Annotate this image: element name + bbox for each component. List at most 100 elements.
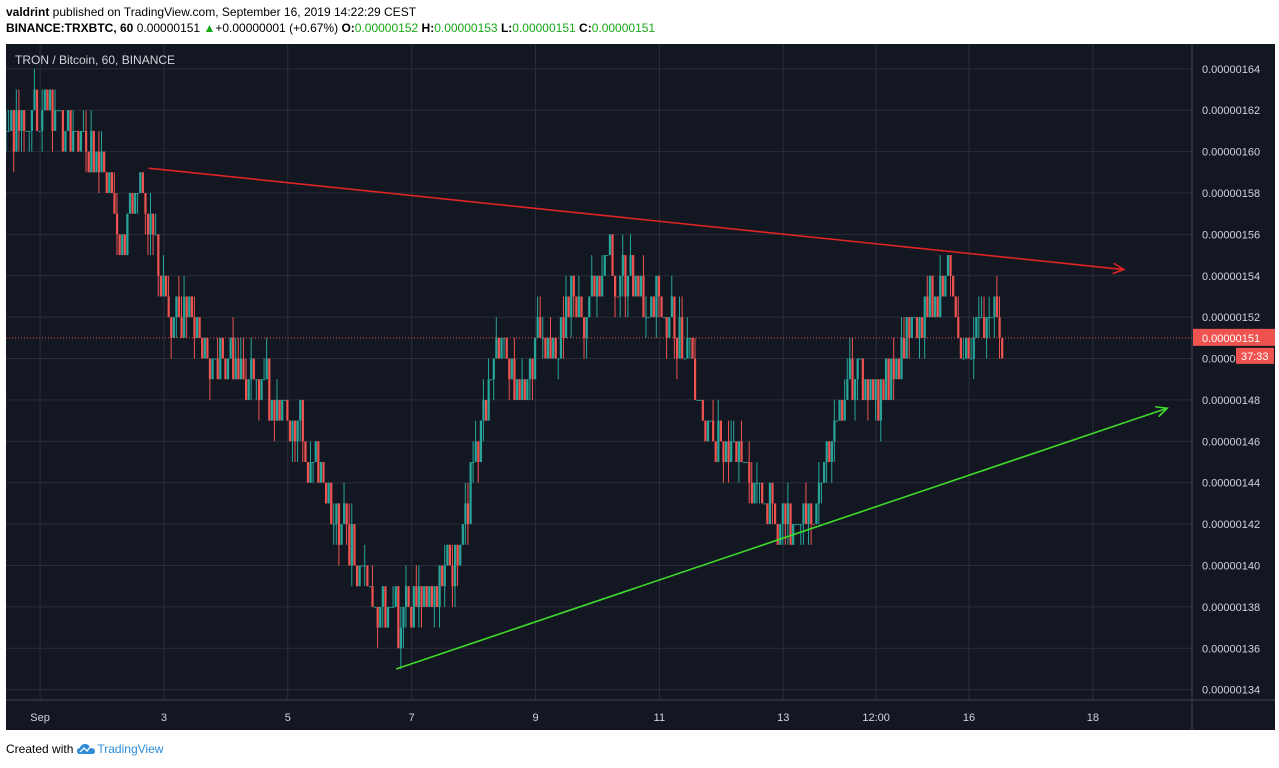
candle-body [30, 110, 34, 131]
candle-body [983, 317, 986, 338]
resistance-arrowhead [1112, 262, 1126, 275]
candle-body [634, 275, 637, 297]
y-tick-label: 0.00000152 [1202, 312, 1260, 324]
candle-body [647, 317, 650, 319]
candle-body [234, 358, 237, 380]
candle-body [761, 482, 764, 504]
candle-body [237, 358, 240, 380]
candle-body [851, 358, 854, 400]
candle-body [619, 275, 622, 297]
candle-body [379, 606, 382, 628]
candle-body [910, 317, 913, 338]
candle-body [193, 317, 196, 338]
candle-body [841, 399, 844, 421]
close-label: C: [579, 21, 592, 35]
candle-body [526, 379, 529, 400]
candle-body [946, 255, 950, 276]
candle-body [265, 358, 268, 380]
candle-body [613, 275, 617, 297]
y-tick-label: 0.00000138 [1202, 602, 1260, 614]
candle-body [887, 358, 890, 400]
candle-body [588, 296, 591, 318]
candle-body [69, 110, 72, 152]
candle-body [846, 379, 849, 400]
candle-body [25, 130, 28, 132]
candle-body [242, 358, 245, 380]
symbol-label: BINANCE:TRXBTC, 60 [6, 21, 134, 35]
y-tick-label: 0.00000164 [1202, 64, 1260, 76]
candle-body [490, 379, 493, 381]
candle-body [100, 151, 103, 173]
candle-body [879, 379, 882, 421]
author-name[interactable]: valdrint [6, 5, 50, 19]
price-chart[interactable]: 0.00000164 0.00000162 0.00000160 0.00000158… [6, 44, 1275, 730]
candle-body [668, 317, 671, 338]
candle-body [466, 503, 470, 525]
candle-body [185, 296, 188, 318]
chart-title: TRON / Bitcoin, 60, BINANCE [15, 53, 176, 67]
candle-body [817, 482, 821, 504]
candle-body [361, 565, 364, 567]
x-tick-label: 11 [654, 712, 665, 724]
candle-body [830, 441, 833, 463]
candle-body [807, 503, 810, 525]
candle-body [980, 317, 983, 319]
candle-body [575, 296, 578, 318]
candle-body [270, 399, 273, 421]
candle-body [601, 275, 604, 297]
candle-body [928, 275, 932, 318]
candle-body [239, 358, 243, 380]
candle-body [595, 275, 599, 297]
current-price-badge [1193, 328, 1275, 346]
candle-body [366, 565, 369, 587]
candle-body [923, 296, 926, 338]
candle-body [608, 234, 612, 256]
candle-body [890, 358, 893, 400]
candle-body [301, 399, 304, 442]
candle-body [750, 482, 753, 504]
candle-body [773, 503, 777, 525]
y-tick-label: 0.00000146 [1202, 436, 1260, 448]
x-tick-label: 5 [285, 712, 291, 724]
candle-body [103, 151, 106, 173]
candle-body [136, 192, 139, 194]
candle-body [95, 151, 98, 173]
candle-body [998, 317, 1001, 338]
y-tick-label: 0.00000144 [1202, 478, 1260, 490]
tradingview-brand[interactable]: TradingView [77, 742, 163, 756]
candle-body [430, 586, 433, 607]
candle-body [740, 441, 743, 463]
support-trendline [395, 407, 1168, 670]
candle-body [252, 358, 255, 380]
candle-body [141, 172, 144, 193]
candle-body [686, 337, 689, 359]
candle-body [306, 462, 310, 483]
candle-body [691, 337, 694, 359]
candle-body [291, 420, 294, 442]
candle-body [941, 275, 944, 297]
candle-body [474, 441, 477, 463]
candle-body [859, 358, 862, 360]
candle-body [642, 275, 645, 318]
candle-body [211, 358, 214, 380]
candle-body [314, 441, 317, 463]
candle-body [459, 544, 462, 566]
chart-area[interactable]: 0.00000164 0.00000162 0.00000160 0.00000158… [6, 44, 1275, 730]
low-label: L: [500, 21, 513, 35]
candle-body [936, 296, 939, 318]
candle-body [363, 565, 366, 567]
created-with-text: Created with [6, 742, 74, 756]
candle-body [144, 192, 147, 214]
candle-body [745, 462, 748, 464]
countdown-label: 37:33 [1241, 351, 1269, 363]
candle-body [131, 192, 134, 214]
candle-body [549, 337, 552, 359]
price-change: +0.00000001 (+0.67%) [215, 21, 339, 35]
candle-body [962, 358, 965, 360]
candle-body [804, 503, 808, 525]
candle-body [41, 110, 44, 131]
candle-body [918, 317, 921, 338]
candle-body [257, 379, 261, 400]
candle-body [864, 379, 867, 400]
candle-body [779, 524, 782, 545]
